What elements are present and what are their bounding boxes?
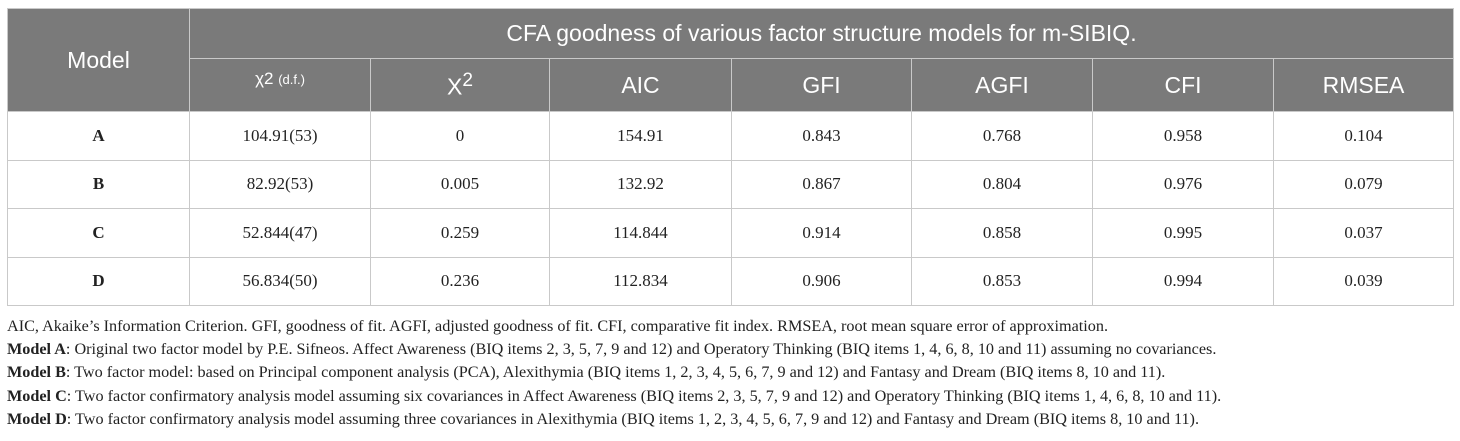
table-row: A 104.91(53) 0 154.91 0.843 0.768 0.958 … — [7, 111, 1454, 161]
agfi-cell: 0.768 — [911, 111, 1093, 161]
rmsea-cell: 0.104 — [1273, 111, 1454, 161]
table-body: A 104.91(53) 0 154.91 0.843 0.768 0.958 … — [7, 111, 1454, 306]
gfi-cell: 0.906 — [731, 256, 912, 306]
agfi-cell: 0.858 — [911, 208, 1093, 258]
cfi-cell: 0.958 — [1092, 111, 1274, 161]
note-text: : Two factor confirmatory analysis model… — [66, 386, 1222, 405]
gfi-cell: 0.867 — [731, 159, 912, 209]
note-text: : Two factor model: based on Principal c… — [65, 363, 1166, 382]
table-footnotes: AIC, Akaike’s Information Criterion. GFI… — [7, 315, 1453, 431]
model-column-header: Model — [7, 8, 190, 112]
note-text: : Two factor confirmatory analysis model… — [66, 409, 1199, 428]
x2-cell: 0.259 — [370, 208, 550, 258]
agfi-column-header: AGFI — [911, 58, 1093, 112]
x2-cell: 0.236 — [370, 256, 550, 306]
note-text: : Original two factor model by P.E. Sifn… — [65, 340, 1217, 359]
model-b-note: Model B: Two factor model: based on Prin… — [7, 361, 1453, 384]
abbreviations-note: AIC, Akaike’s Information Criterion. GFI… — [7, 317, 1109, 335]
aic-cell: 132.92 — [549, 159, 732, 209]
table-header: Model CFA goodness of various factor str… — [7, 8, 1454, 112]
x2-base: X — [447, 73, 463, 100]
x2-superscript: 2 — [462, 69, 473, 91]
note-label: Model D — [7, 409, 67, 428]
gfi-column-header: GFI — [731, 58, 912, 112]
x2-cell: 0 — [370, 111, 550, 161]
cfi-column-header: CFI — [1092, 58, 1274, 112]
table-row: B 82.92(53) 0.005 132.92 0.867 0.804 0.9… — [7, 159, 1454, 209]
model-a-note: Model A: Original two factor model by P.… — [7, 338, 1453, 361]
chi-df-cell: 56.834(50) — [189, 256, 371, 306]
df-label: (d.f.) — [278, 72, 305, 87]
chi-df-cell: 82.92(53) — [189, 159, 371, 209]
gfi-cell: 0.843 — [731, 111, 912, 161]
note-label: Model C — [7, 386, 67, 405]
model-d-note: Model D: Two factor confirmatory analysi… — [7, 408, 1453, 431]
rmsea-cell: 0.079 — [1273, 159, 1454, 209]
model-cell: D — [7, 256, 190, 306]
model-cell: A — [7, 111, 190, 161]
model-cell: B — [7, 159, 190, 209]
agfi-cell: 0.804 — [911, 159, 1093, 209]
cfi-cell: 0.994 — [1092, 256, 1274, 306]
model-cell: C — [7, 208, 190, 258]
rmsea-cell: 0.039 — [1273, 256, 1454, 306]
rmsea-cell: 0.037 — [1273, 208, 1454, 258]
aic-cell: 114.844 — [549, 208, 732, 258]
table-title-header: CFA goodness of various factor structure… — [189, 8, 1454, 59]
cfi-cell: 0.995 — [1092, 208, 1274, 258]
x2-column-header: X2 — [370, 58, 550, 112]
agfi-cell: 0.853 — [911, 256, 1093, 306]
note-label: Model A — [7, 340, 66, 359]
chi-df-column-header: χ2 (d.f.) — [189, 58, 371, 112]
chi-df-cell: 52.844(47) — [189, 208, 371, 258]
aic-cell: 112.834 — [549, 256, 732, 306]
aic-column-header: AIC — [549, 58, 732, 112]
model-c-note: Model C: Two factor confirmatory analysi… — [7, 385, 1453, 408]
table-row: C 52.844(47) 0.259 114.844 0.914 0.858 0… — [7, 208, 1454, 258]
table-row: D 56.834(50) 0.236 112.834 0.906 0.853 0… — [7, 256, 1454, 306]
cfi-cell: 0.976 — [1092, 159, 1274, 209]
chi-df-cell: 104.91(53) — [189, 111, 371, 161]
rmsea-column-header: RMSEA — [1273, 58, 1454, 112]
x2-cell: 0.005 — [370, 159, 550, 209]
chi-symbol: χ2 — [255, 69, 274, 88]
cfa-table: Model CFA goodness of various factor str… — [7, 8, 1454, 306]
aic-cell: 154.91 — [549, 111, 732, 161]
gfi-cell: 0.914 — [731, 208, 912, 258]
note-label: Model B — [7, 363, 66, 382]
